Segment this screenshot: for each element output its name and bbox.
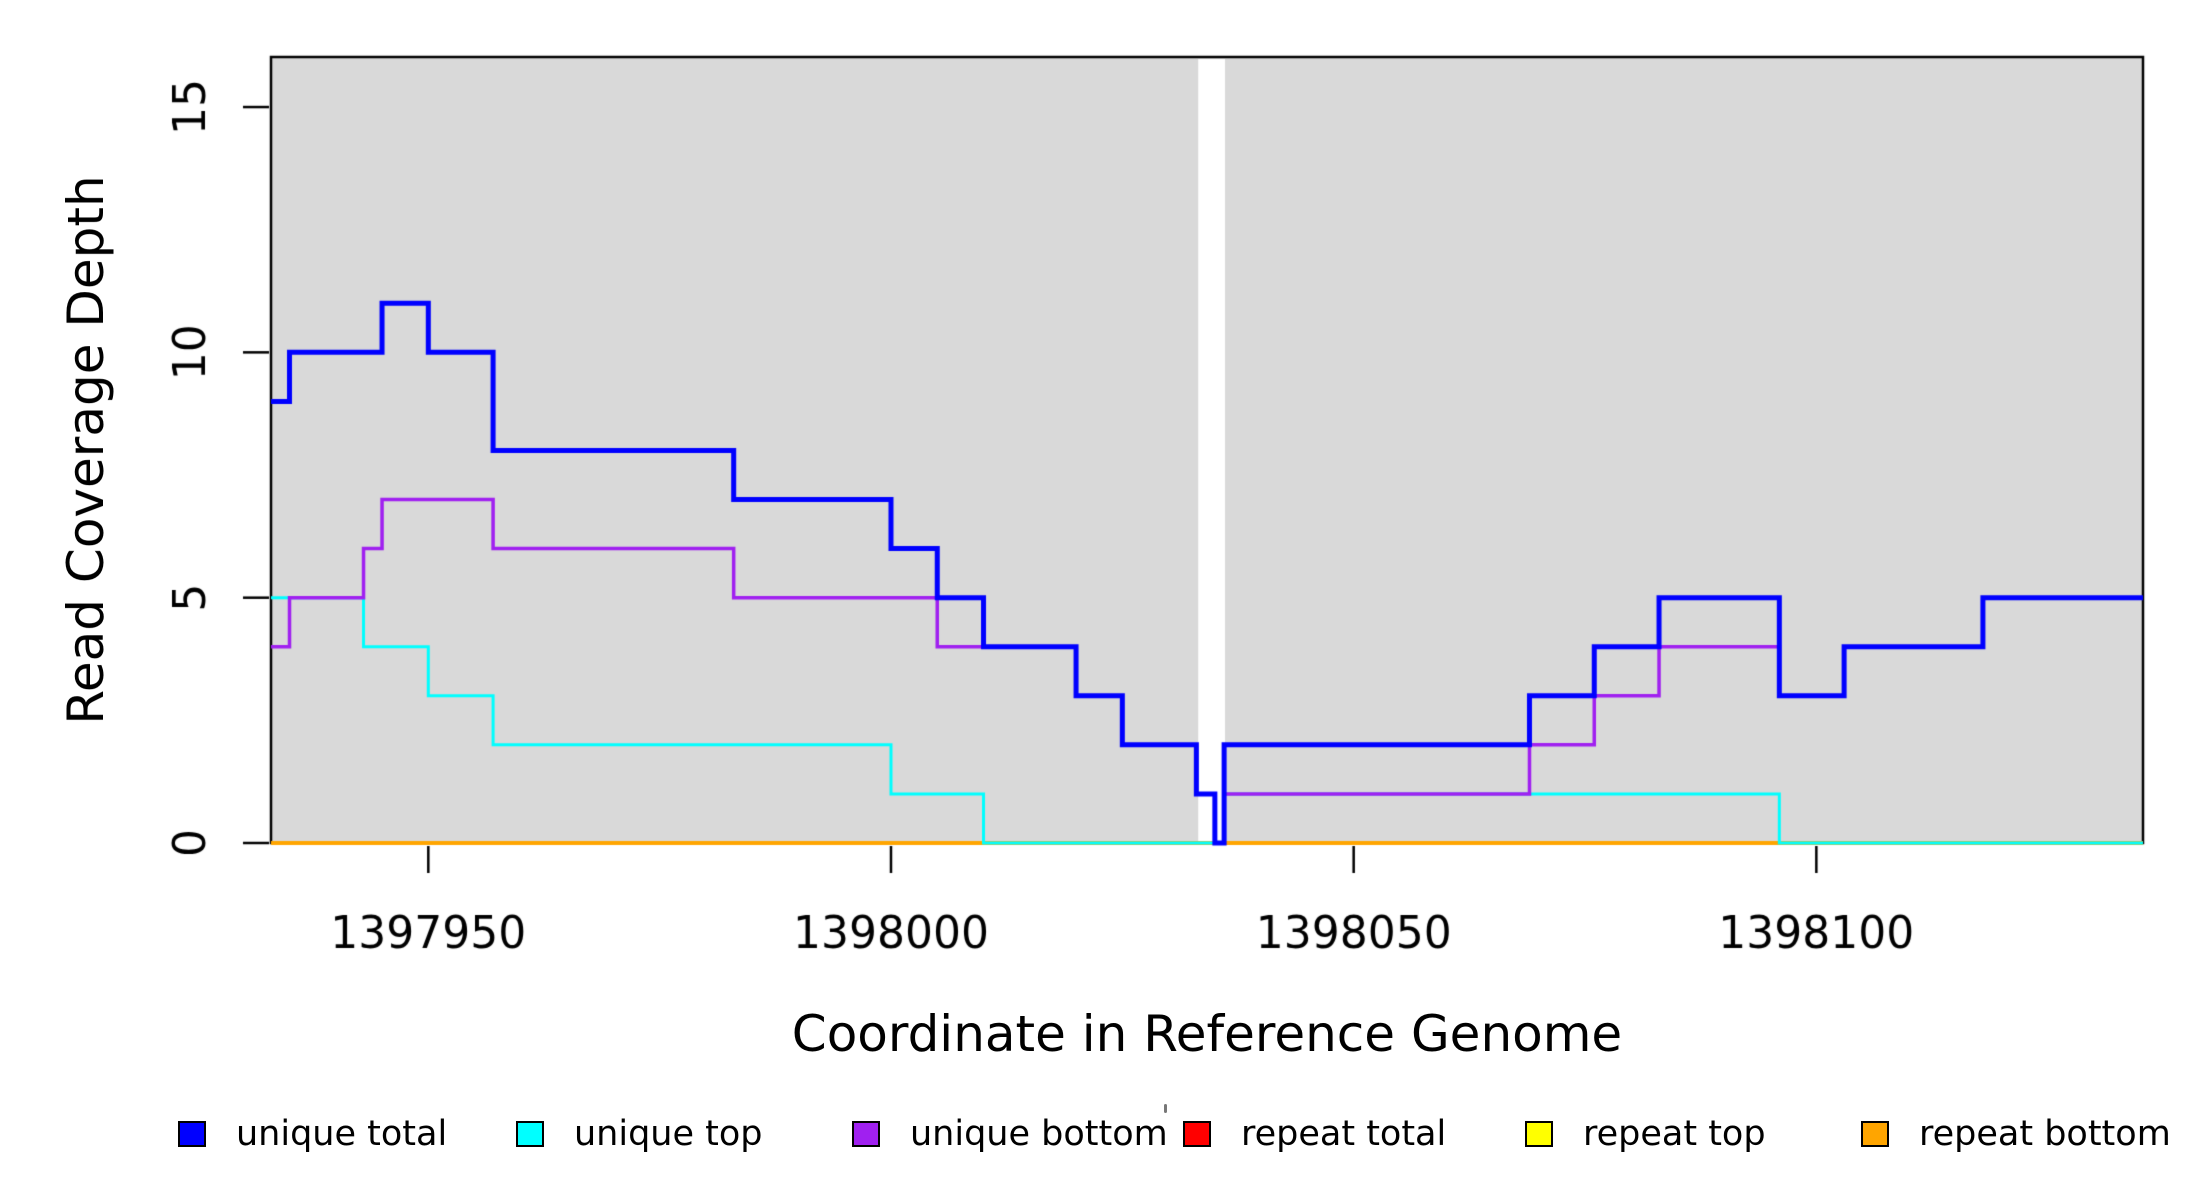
x-axis-title: Coordinate in Reference Genome xyxy=(791,1005,1623,1063)
legend-item-unique-bottom: unique bottom xyxy=(852,1114,1168,1154)
legend-label: repeat top xyxy=(1583,1114,1766,1154)
legend-label: unique total xyxy=(236,1114,448,1154)
legend-label: unique top xyxy=(574,1114,763,1154)
legend-swatch-unique-bottom xyxy=(852,1121,880,1147)
legend-item-repeat-top: repeat top xyxy=(1525,1114,1766,1154)
legend-item-unique-total: unique total xyxy=(178,1114,448,1154)
legend-item-unique-top: unique top xyxy=(516,1114,763,1154)
legend-item-repeat-bottom: repeat bottom xyxy=(1861,1114,2171,1154)
legend-swatch-unique-top xyxy=(516,1121,544,1147)
legend-stray-mark xyxy=(1164,1104,1167,1113)
legend-label: unique bottom xyxy=(910,1114,1168,1154)
legend-swatch-repeat-total xyxy=(1183,1121,1211,1147)
legend-swatch-unique-total xyxy=(178,1121,206,1147)
legend: unique total unique top unique bottom repea… xyxy=(0,1114,2200,1156)
legend-item-repeat-total: repeat total xyxy=(1183,1114,1447,1154)
y-axis-title: Read Coverage Depth xyxy=(57,175,115,725)
legend-label: repeat total xyxy=(1241,1114,1447,1154)
legend-swatch-repeat-bottom xyxy=(1861,1121,1889,1147)
legend-swatch-repeat-top xyxy=(1525,1121,1553,1147)
legend-label: repeat bottom xyxy=(1919,1114,2171,1154)
